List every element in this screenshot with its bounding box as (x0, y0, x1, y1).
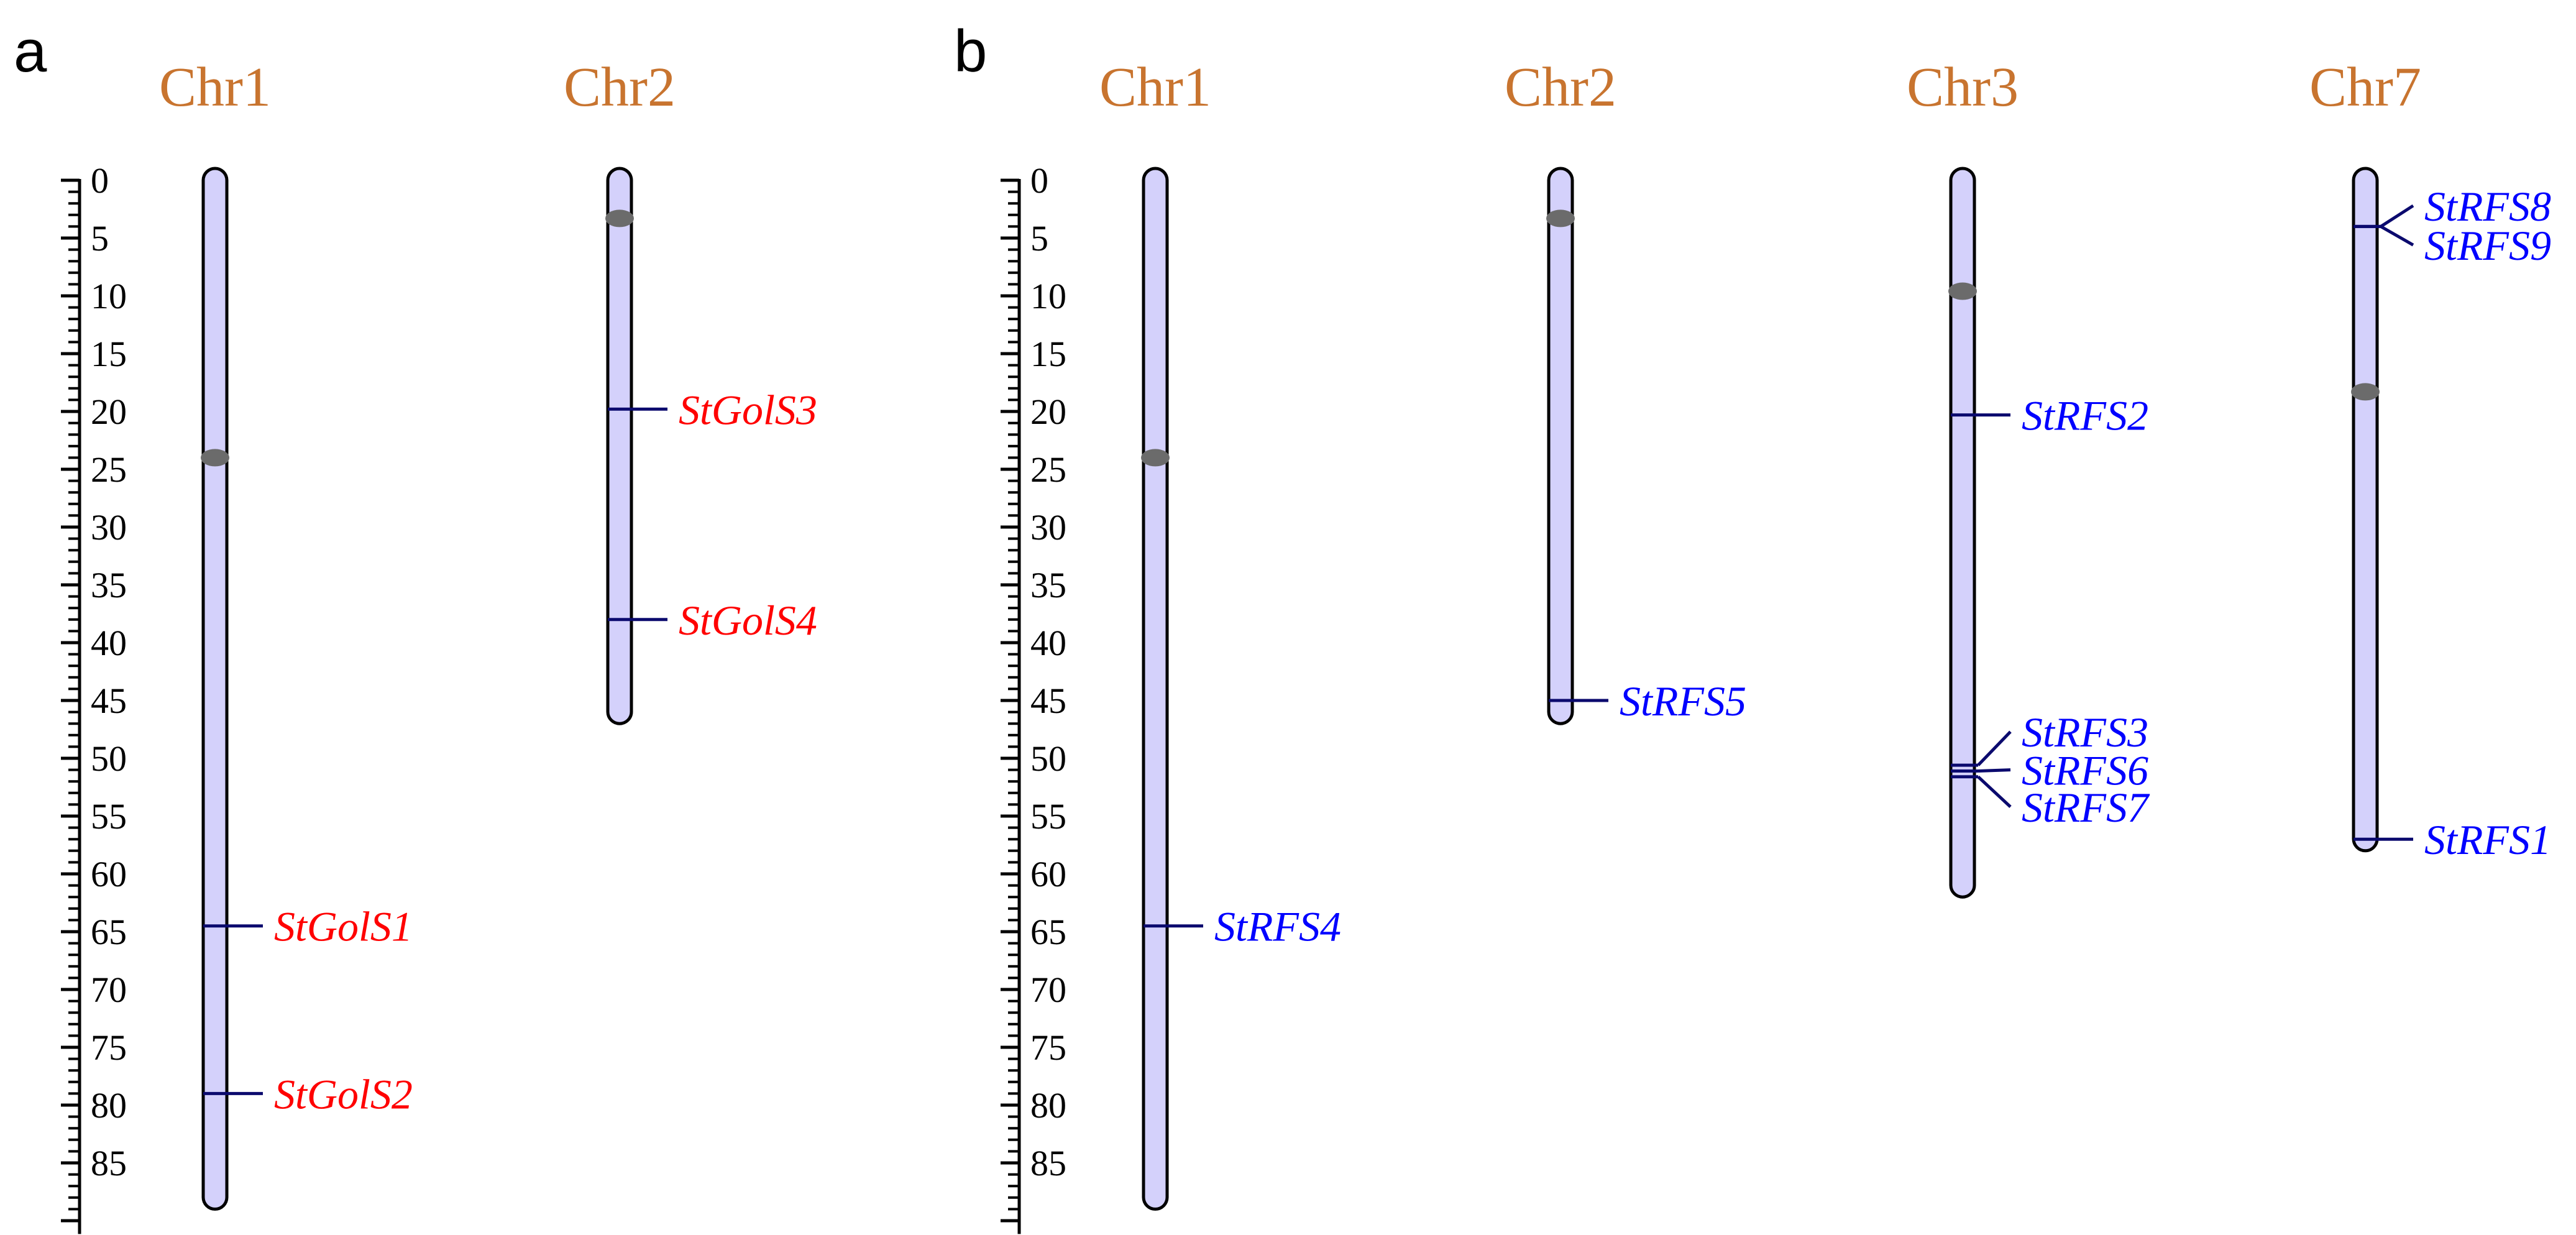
chromosome-chr1: Chr1 StRFS4 (1099, 57, 1341, 1211)
gene-label: StRFS8 (2424, 183, 2551, 230)
centromere-marker (2351, 383, 2380, 401)
scale-tick-label: 0 (91, 160, 109, 201)
scale-tick-label: 5 (91, 218, 109, 259)
chromosome-body (2352, 167, 2379, 853)
chromosome-chr2: Chr2 StRFS5 (1505, 57, 1746, 725)
scale-tick-label: 35 (91, 565, 127, 605)
scale-tick-label: 75 (1030, 1027, 1066, 1068)
chromosome-body (1142, 167, 1169, 1211)
chromosome-title: Chr3 (1907, 57, 2019, 118)
gene-label: StRFS5 (1620, 677, 1746, 725)
scale-tick-label: 10 (1030, 276, 1066, 316)
scale-tick-label: 10 (91, 276, 127, 316)
gene-connector-line (2380, 225, 2414, 247)
gene-connector-line (2380, 204, 2414, 228)
centromere-marker (1546, 209, 1575, 227)
scale-tick-label: 65 (91, 912, 127, 952)
chromosome-title: Chr1 (159, 57, 271, 118)
scale-tick-label: 0 (1030, 160, 1048, 201)
scale-tick-label: 45 (91, 681, 127, 721)
scale-tick-label: 25 (91, 449, 127, 490)
scale-tick-label: 85 (91, 1143, 127, 1183)
panel-b: b 0 5 10 15 20 25 30 35 40 45 50 55 60 65 70 75 80 85 Chr1 S… (954, 18, 2551, 1234)
scale-tick-label: 55 (1030, 796, 1066, 837)
gene-connector-line (1977, 730, 2012, 766)
scale-tick-label: 60 (91, 854, 127, 894)
chromosome-body (1949, 167, 1976, 899)
scale-tick-label: 65 (1030, 912, 1066, 952)
scale-tick-label: 75 (91, 1027, 127, 1068)
gene-label: StGolS3 (679, 386, 817, 433)
scale-tick-label: 40 (91, 623, 127, 663)
chromosome-title: Chr1 (1099, 57, 1211, 118)
scale-tick-label: 85 (1030, 1143, 1066, 1183)
gene-label: StRFS3 (2022, 709, 2148, 756)
chromosome-body (606, 167, 633, 725)
chromosome-title: Chr2 (564, 57, 676, 118)
gene-label: StGolS2 (274, 1070, 413, 1118)
scale-tick-label: 80 (1030, 1085, 1066, 1126)
gene-label: StRFS6 (2022, 747, 2148, 794)
scale-tick-label: 40 (1030, 623, 1066, 663)
scale-tick-label: 70 (1030, 970, 1066, 1010)
panel-label: a (14, 18, 47, 85)
chromosome-title: Chr2 (1505, 57, 1616, 118)
centromere-marker (1141, 449, 1170, 467)
gene-label: StRFS4 (1214, 903, 1341, 950)
scale-tick-label: 15 (1030, 334, 1066, 374)
scale-tick-label: 55 (91, 796, 127, 837)
scale-tick-label: 20 (1030, 392, 1066, 432)
scale-tick-label: 15 (91, 334, 127, 374)
chromosome-body (1547, 167, 1574, 725)
gene-connector-line (1977, 775, 2012, 808)
panel-label: b (954, 18, 987, 85)
centromere-marker (201, 449, 229, 467)
scale-tick-label: 70 (91, 970, 127, 1010)
chromosome-chr2: Chr2 StGolS3 StGolS4 (564, 57, 817, 725)
scale-tick-label: 20 (91, 392, 127, 432)
panel-a: a 0 5 10 15 20 25 30 35 40 45 50 55 60 65 70 75 80 85 Chr1 S… (14, 18, 817, 1234)
centromere-marker (605, 209, 634, 227)
scale-tick-label: 50 (91, 738, 127, 779)
gene-label: StGolS4 (679, 597, 817, 644)
scale-tick-label: 80 (91, 1085, 127, 1126)
chromosome-title: Chr7 (2309, 57, 2421, 118)
scale-tick-label: 25 (1030, 449, 1066, 490)
scale-tick-label: 35 (1030, 565, 1066, 605)
gene-label: StGolS1 (274, 903, 413, 950)
scale-tick-label: 30 (91, 507, 127, 548)
gene-label: StRFS2 (2022, 392, 2148, 439)
scale-tick-label: 5 (1030, 218, 1048, 259)
gene-label: StRFS7 (2022, 784, 2150, 831)
chromosome-body (201, 167, 229, 1211)
gene-label: StRFS9 (2424, 222, 2551, 269)
centromere-marker (1948, 282, 1977, 300)
scale-tick-label: 60 (1030, 854, 1066, 894)
scale-tick-label: 30 (1030, 507, 1066, 548)
gene-label: StRFS1 (2424, 816, 2551, 863)
gene-connector-line (1978, 768, 2011, 773)
scale-tick-label: 45 (1030, 681, 1066, 721)
scale-tick-label: 50 (1030, 738, 1066, 779)
chromosome-chr1: Chr1 StGolS1 StGolS2 (159, 57, 413, 1211)
